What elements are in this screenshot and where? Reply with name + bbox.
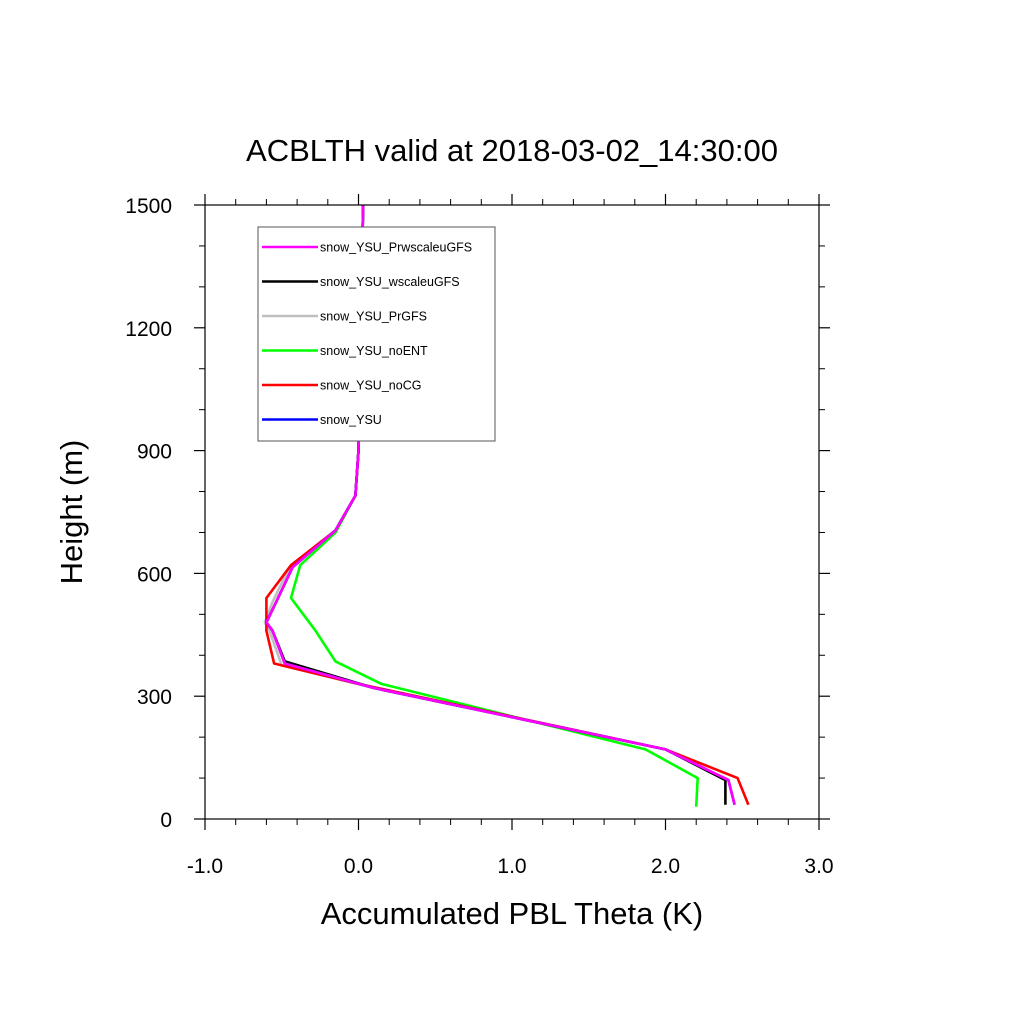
y-axis-title: Height (m): [54, 440, 89, 585]
y-tick-label: 1200: [125, 318, 172, 341]
legend-box: [257, 226, 496, 442]
legend: snow_YSU_PrwscaleuGFS snow_YSU_wscaleuGFS…: [257, 226, 496, 442]
legend-label: snow_YSU_noENT: [320, 344, 428, 358]
legend-label: snow_YSU_wscaleuGFS: [320, 275, 460, 289]
legend-label: snow_YSU_noCG: [320, 379, 421, 393]
legend-label: snow_YSU: [320, 413, 382, 427]
y-tick-label: 600: [137, 563, 172, 586]
series-line-snow-ysu-prwscaleugfs: [265, 204, 736, 806]
ticks-layer: -1.0 0.0 1.0 2.0 3.0 0 300 600 900 1200 1500: [125, 194, 834, 878]
chart-title: ACBLTH valid at 2018-03-02_14:30:00: [246, 133, 778, 168]
legend-label: snow_YSU_PrwscaleuGFS: [320, 241, 472, 255]
x-tick-label: -1.0: [187, 855, 223, 878]
x-axis-title: Accumulated PBL Theta (K): [321, 896, 704, 931]
plot-frame: [204, 204, 820, 820]
x-tick-label: 3.0: [804, 855, 833, 878]
y-tick-label: 300: [137, 686, 172, 709]
x-tick-label: 1.0: [497, 855, 526, 878]
legend-label: snow_YSU_PrGFS: [320, 310, 427, 324]
y-tick-label: 900: [137, 441, 172, 464]
y-tick-label: 1500: [125, 195, 172, 218]
series-layer: [263, 204, 750, 807]
x-tick-label: 2.0: [651, 855, 680, 878]
y-tick-label: 0: [160, 809, 172, 832]
x-tick-label: 0.0: [344, 855, 373, 878]
